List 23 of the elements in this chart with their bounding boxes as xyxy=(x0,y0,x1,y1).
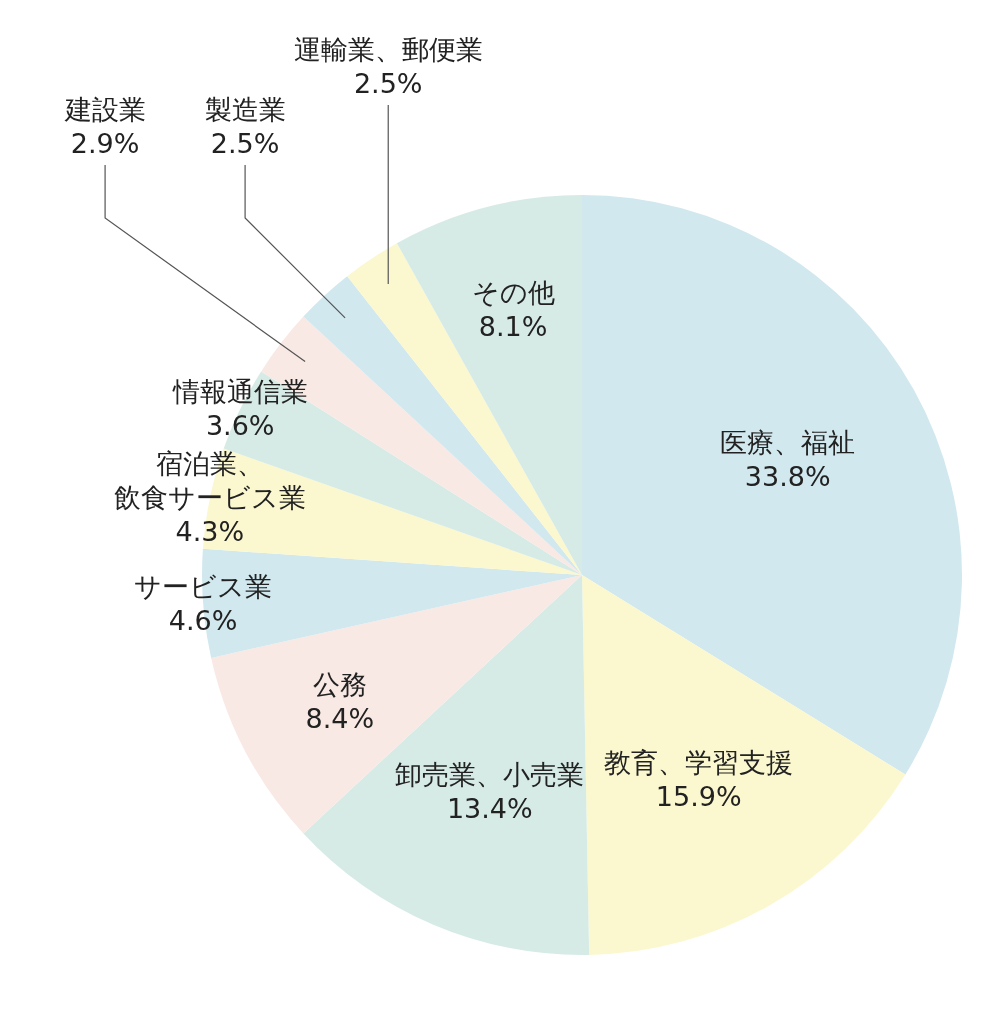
slice-label: サービス業 xyxy=(134,570,273,602)
data-label: 8.1% xyxy=(478,311,548,343)
data-label: 2.9% xyxy=(70,128,140,159)
data-label: 33.8% xyxy=(744,461,831,493)
slice-label: 医療、福祉 xyxy=(720,427,856,459)
data-label: 4.6% xyxy=(168,604,238,636)
slice-label: 情報通信業 xyxy=(171,375,308,407)
slice-label: その他 xyxy=(471,277,555,309)
data-label: 15.9% xyxy=(655,780,742,812)
data-label: 2.5% xyxy=(210,128,280,159)
data-label: 8.4% xyxy=(305,703,375,735)
data-label: 3.6% xyxy=(205,409,275,441)
pie-slice xyxy=(582,575,906,955)
slice-label: 製造業 xyxy=(204,94,286,125)
slice-label: 教育、学習支援 xyxy=(604,746,794,778)
slice-label: 運輸業、郵便業 xyxy=(293,34,483,65)
data-label: 4.3% xyxy=(175,515,245,547)
slice-label: 卸売業、小売業 xyxy=(395,758,585,790)
data-label: 2.5% xyxy=(353,68,423,99)
slice-label: 建設業 xyxy=(63,94,146,125)
slice-label: 公務 xyxy=(312,669,367,701)
slice-label: 宿泊業、飲食サービス業 xyxy=(113,447,306,513)
data-label: 13.4% xyxy=(446,792,533,824)
